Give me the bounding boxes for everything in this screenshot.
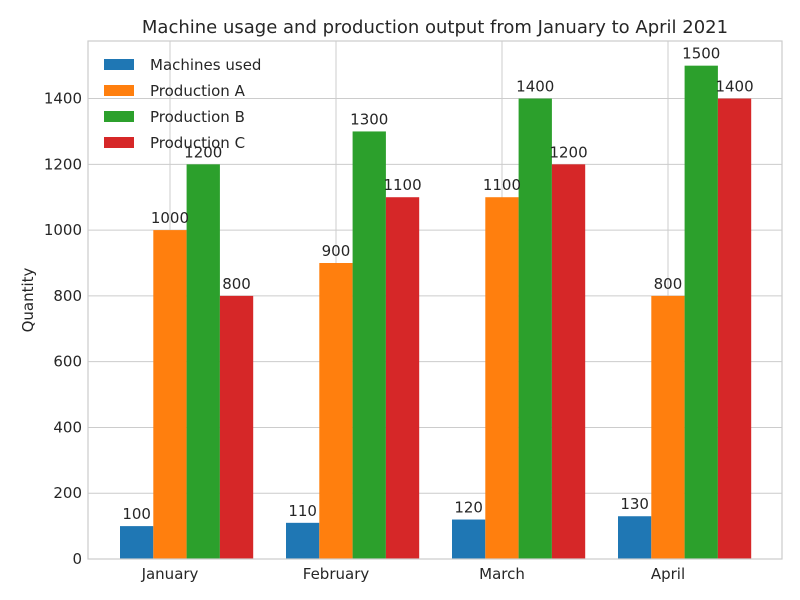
bar-value-label: 800 bbox=[654, 275, 683, 293]
bar bbox=[518, 98, 552, 560]
bar-value-label: 1100 bbox=[483, 176, 521, 194]
legend-label: Production B bbox=[150, 108, 245, 126]
bars bbox=[120, 65, 752, 560]
bar bbox=[717, 98, 752, 560]
bar-value-label: 1100 bbox=[383, 176, 421, 194]
bar bbox=[551, 164, 586, 560]
legend-label: Production C bbox=[150, 134, 245, 152]
legend-label: Machines used bbox=[150, 56, 261, 74]
bar bbox=[618, 516, 652, 559]
bar-value-label: 1200 bbox=[184, 143, 222, 161]
bar bbox=[352, 131, 386, 559]
y-tick-label: 600 bbox=[53, 353, 82, 371]
bar bbox=[219, 295, 254, 559]
bar bbox=[286, 522, 320, 559]
bar-value-label: 120 bbox=[454, 499, 483, 517]
x-tick-label: April bbox=[651, 565, 685, 583]
legend-swatch bbox=[104, 59, 134, 70]
legend-label: Production A bbox=[150, 82, 246, 100]
x-tick-label: January bbox=[141, 565, 199, 583]
chart-title: Machine usage and production output from… bbox=[142, 17, 728, 38]
y-tick-label: 800 bbox=[53, 287, 82, 305]
y-tick-label: 200 bbox=[53, 484, 82, 502]
bar-value-label: 1400 bbox=[516, 78, 554, 96]
bar bbox=[485, 197, 519, 559]
bar bbox=[452, 519, 486, 559]
bar bbox=[120, 526, 154, 559]
y-axis-title: Quantity bbox=[19, 267, 37, 332]
y-tick-label: 400 bbox=[53, 418, 82, 436]
bar bbox=[319, 263, 353, 559]
bar-value-label: 1400 bbox=[715, 78, 753, 96]
bar-value-label: 110 bbox=[288, 502, 317, 520]
y-axis-ticks: 0 200 400 600 800 1000 1200 1400 bbox=[44, 90, 82, 568]
x-tick-label: February bbox=[303, 565, 370, 583]
bar bbox=[186, 164, 220, 560]
bar-value-label: 1500 bbox=[682, 45, 720, 63]
bar-value-label: 100 bbox=[122, 505, 151, 523]
bar-value-label: 1200 bbox=[549, 143, 587, 161]
bar bbox=[684, 65, 718, 560]
plot-frame bbox=[87, 40, 783, 560]
bar bbox=[153, 230, 187, 559]
bar-value-label: 130 bbox=[620, 495, 649, 513]
x-tick-label: March bbox=[479, 565, 525, 583]
y-tick-label: 1200 bbox=[44, 155, 82, 173]
legend: Machines used Production A Production B Pro… bbox=[104, 56, 261, 152]
legend-swatch bbox=[104, 111, 134, 122]
bar-value-label: 1000 bbox=[151, 209, 189, 227]
bar-value-label: 800 bbox=[222, 275, 251, 293]
legend-swatch bbox=[104, 137, 134, 148]
bar bbox=[651, 295, 685, 559]
bar-value-label: 1300 bbox=[350, 110, 388, 128]
bar bbox=[385, 197, 420, 559]
bar-value-label: 900 bbox=[322, 242, 351, 260]
bar-labels: 100 110 120 130 1000 900 1100 800 1200 1300 1400 15… bbox=[122, 45, 753, 523]
legend-swatch bbox=[104, 85, 134, 96]
y-tick-label: 0 bbox=[72, 550, 82, 568]
y-tick-label: 1000 bbox=[44, 221, 82, 239]
y-tick-label: 1400 bbox=[44, 90, 82, 108]
x-axis-ticks: January February March April bbox=[141, 565, 686, 583]
